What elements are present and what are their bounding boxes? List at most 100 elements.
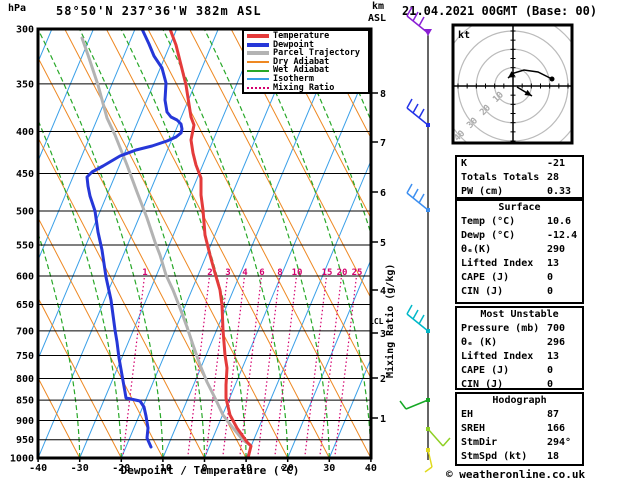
stats-label: Dewp (°C) — [461, 230, 516, 241]
stats-row: CIN (J) 0 — [457, 285, 582, 299]
pressure-tick-label: 300 — [16, 25, 34, 36]
stats-row: θₑ(K) 290 — [457, 243, 582, 257]
pressure-tick-label: 400 — [16, 127, 34, 138]
pressure-tick-label: 850 — [16, 396, 34, 407]
temp-tick-label: 30 — [323, 463, 335, 474]
stats-value: 296 — [547, 337, 566, 348]
height-axis-unit: km — [372, 1, 385, 12]
chart-legend: Temperature Dewpoint Parcel Trajectory Dry … — [242, 29, 370, 94]
mixing-ratio-value: 1 — [142, 268, 147, 278]
km-tick-label: 5 — [380, 238, 386, 249]
wet-adiabat-line — [286, 29, 371, 236]
legend-swatch-thick — [247, 34, 269, 39]
dry-adiabat-line — [272, 29, 371, 220]
stats-label: EH — [461, 409, 474, 420]
stats-label: θₑ (K) — [461, 337, 498, 348]
stats-label: Temp (°C) — [461, 216, 516, 227]
wet-adiabat-line — [328, 29, 371, 123]
stats-label: Lifted Index — [461, 351, 534, 362]
mixing-ratio-value: 25 — [352, 268, 363, 278]
isotherm-line — [38, 29, 219, 458]
isotherm-line — [204, 60, 371, 458]
stats-label: CIN (J) — [461, 379, 504, 390]
legend-item: Dewpoint — [247, 40, 368, 50]
legend-label: Parcel Trajectory — [273, 48, 360, 59]
pressure-tick-label: 500 — [16, 207, 34, 218]
dry-adiabat-line — [189, 29, 371, 380]
pressure-tick-label: 700 — [16, 326, 34, 337]
stats-row: CIN (J) 0 — [457, 378, 582, 392]
stats-label: Lifted Index — [461, 258, 534, 269]
wet-adiabat-line — [162, 29, 289, 458]
legend-item: Parcel Trajectory — [247, 49, 368, 58]
legend-label: Dry Adiabat — [273, 56, 330, 67]
mixing-ratio-value: 10 — [292, 268, 303, 278]
stats-value: 18 — [547, 451, 560, 462]
mixing-ratio-value: 15 — [322, 268, 333, 278]
height-axis-asl: ASL — [368, 13, 387, 24]
isotherm-line — [38, 29, 94, 163]
legend-label: Temperature — [273, 31, 330, 41]
stats-value: 0.33 — [547, 186, 572, 197]
stats-value: 13 — [547, 351, 560, 362]
pressure-tick-label: 1000 — [10, 454, 34, 465]
wet-adiabat-line — [245, 29, 371, 458]
legend-item: Mixing Ratio — [247, 82, 368, 93]
stats-value: 0 — [547, 365, 554, 376]
mixing-ratio-value: 20 — [337, 268, 348, 278]
legend-label: Mixing Ratio — [273, 82, 335, 93]
temp-tick-label: -10 — [154, 463, 172, 474]
isotherm-line — [370, 456, 371, 458]
stats-label: StmDir — [461, 437, 498, 448]
legend-item: Isotherm — [247, 75, 368, 84]
stats-value: 294° — [547, 437, 572, 448]
stats-row: Totals Totals 28 — [457, 171, 582, 185]
stats-value: 28 — [547, 172, 560, 183]
temp-tick-label: 0 — [201, 463, 207, 474]
isotherm-line — [162, 29, 344, 458]
legend-swatch-thin — [247, 61, 269, 64]
stats-value: 13 — [547, 258, 560, 269]
legend-item: Wet Adiabat — [247, 66, 368, 75]
legend-swatch-thin — [247, 69, 269, 72]
dry-adiabat-line — [313, 29, 371, 140]
stats-row: Temp (°C) 10.6 — [457, 215, 582, 229]
temp-tick-label: 40 — [365, 463, 377, 474]
stats-row: SREH 166 — [457, 422, 582, 436]
stats-label: θₑ(K) — [461, 244, 492, 255]
legend-item: Dry Adiabat — [247, 58, 368, 67]
wet-adiabat-line — [203, 29, 330, 458]
isotherm-line — [245, 159, 371, 458]
stats-value: -21 — [547, 158, 566, 169]
temp-tick-label: -40 — [29, 463, 47, 474]
run-datetime: 21.04.2021 00GMT (Base: 00) — [402, 4, 598, 18]
stats-row: CAPE (J) 0 — [457, 271, 582, 285]
dry-adiabat-line — [38, 376, 81, 458]
pressure-tick-label: 350 — [16, 79, 34, 90]
dry-adiabat-line — [38, 216, 164, 458]
pressure-tick-label: 650 — [16, 300, 34, 311]
plot-area: 1 2 3 4 6 8 10 15 20 25 — [38, 29, 371, 458]
pressure-tick-label: 550 — [16, 240, 34, 251]
stats-box-indices: K -21 Totals Totals 28 PW (cm) 0.33 — [455, 155, 584, 199]
temp-tick-label: -30 — [71, 463, 89, 474]
dry-adiabat-line — [105, 29, 330, 458]
legend-label: Wet Adiabat — [273, 65, 330, 76]
copyright-link[interactable]: © weatheronline.co.uk — [446, 468, 586, 481]
mixing-ratio-value: 3 — [225, 268, 230, 278]
km-tick-label: 8 — [380, 89, 386, 100]
stats-label: Totals Totals — [461, 172, 540, 183]
stats-box-title: Surface — [498, 202, 541, 213]
km-tick-label: 4 — [380, 286, 386, 297]
pressure-tick-label: 750 — [16, 351, 34, 362]
stats-value: 0 — [547, 286, 554, 297]
mixing-ratio-value: 8 — [277, 268, 282, 278]
parcel-trajectory-trace — [80, 36, 252, 447]
pressure-tick-label: 900 — [16, 416, 34, 427]
pressure-tick-label: 800 — [16, 374, 34, 385]
legend-swatch-thick — [247, 42, 269, 47]
legend-swatch-thick — [247, 51, 269, 56]
temp-tick-label: 10 — [240, 463, 252, 474]
